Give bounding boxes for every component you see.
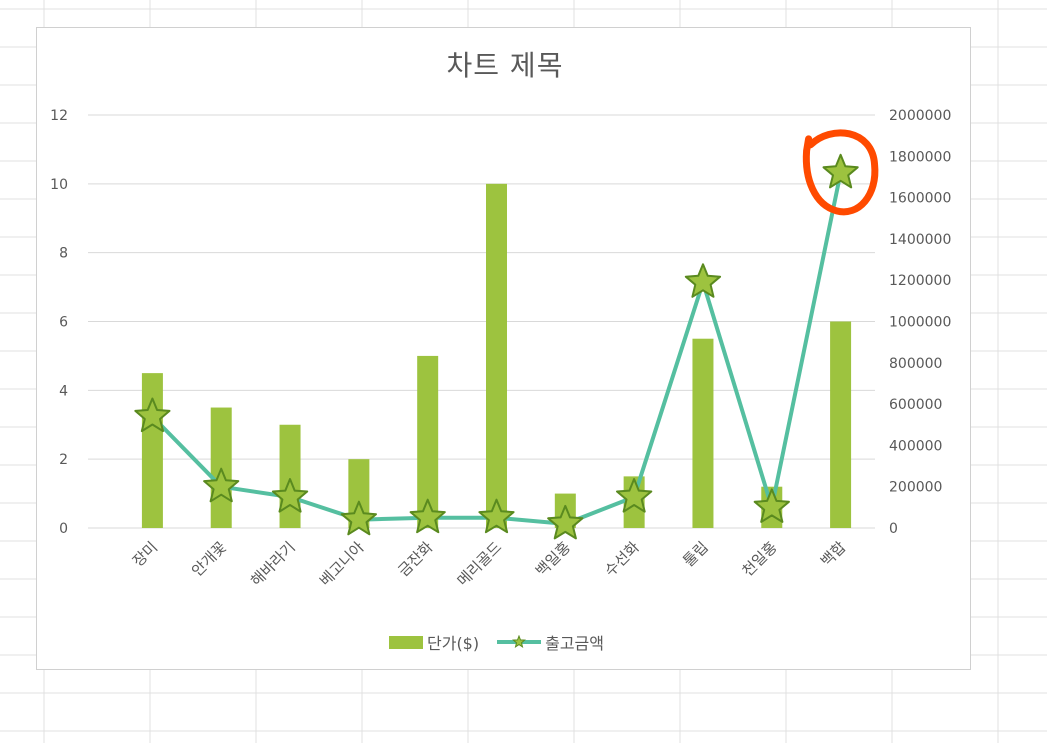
y-primary-tick-label: 10 [50,177,68,193]
bar [348,459,370,528]
chart-legend[interactable]: 단가($) 출고금액 [389,630,604,654]
x-tick-label: 안개꽃 [188,538,230,580]
star-marker [340,500,377,536]
legend-bar-label: 단가($) [427,634,480,653]
x-tick-label: 메리골드 [454,538,506,590]
y-primary-tick-label: 4 [59,383,68,399]
y-secondary-tick-label: 1600000 [889,191,951,207]
y-secondary-tick-label: 600000 [889,397,942,413]
y-primary-tick-label: 0 [59,521,68,537]
x-tick-label: 금잔화 [395,538,437,580]
x-tick-label: 해바라기 [247,538,299,590]
bar [486,183,507,529]
star-marker [547,504,584,540]
x-tick-label: 툴립 [680,538,712,570]
star-marker [616,478,653,513]
y-secondary-tick-label: 1400000 [889,232,951,248]
legend-item-line[interactable]: 출고금액 [497,630,604,654]
y-secondary-tick-label: 200000 [889,480,942,496]
y-secondary-tick-label: 1000000 [889,315,951,331]
legend-line-swatch [497,635,542,649]
star-marker [822,153,859,189]
y-primary-tick-label: 2 [59,452,68,468]
legend-bar-swatch [389,635,423,649]
y-secondary-tick-label: 1800000 [889,149,951,165]
star-marker [684,263,722,298]
x-tick-label: 장미 [129,538,161,570]
bar [692,338,714,528]
x-tick-label: 백합 [817,538,849,570]
star-marker [271,478,309,513]
y-primary-tick-label: 12 [50,108,68,124]
y-primary-tick-label: 8 [59,246,68,262]
highlight-circle-annotation [802,129,879,216]
x-tick-label: 천일홍 [739,538,781,580]
bar [279,424,301,528]
y-secondary-tick-label: 400000 [889,438,942,454]
y-primary-tick-label: 6 [59,315,68,331]
star-marker [203,467,240,503]
legend-line-label: 출고금액 [545,634,604,653]
star-marker [478,498,515,534]
x-tick-label: 수선화 [601,538,643,580]
bar [830,321,852,528]
y-secondary-tick-label: 0 [889,521,898,537]
x-tick-label: 백일홍 [532,538,574,580]
bar [417,355,439,528]
chart-title[interactable]: 차트 제목 [446,49,564,82]
legend-item-bar[interactable]: 단가($) [389,630,479,654]
star-marker [134,397,171,433]
bar [141,373,163,528]
star-marker [753,488,790,523]
x-tick-label: 베고니아 [316,538,368,590]
y-secondary-tick-label: 1200000 [889,273,951,289]
y-secondary-tick-label: 2000000 [889,108,951,124]
star-marker [409,498,446,534]
legend-star-icon [512,635,527,649]
y-secondary-tick-label: 800000 [889,356,942,372]
